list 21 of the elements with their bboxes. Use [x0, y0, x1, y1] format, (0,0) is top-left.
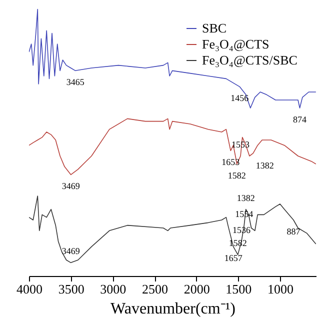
annotation: 3469: [62, 181, 80, 192]
legend-label: Fe₃O₄@CTS: [202, 36, 270, 52]
annotation: 3465: [66, 77, 85, 88]
annotation: 874: [293, 114, 308, 124]
legend-label: SBC: [202, 20, 227, 36]
x-tick-label: 3500: [58, 282, 84, 296]
x-tick-label: 2000: [184, 282, 210, 296]
x-tick-label: 1500: [226, 282, 252, 296]
x-tick-label: 4000: [16, 282, 42, 296]
annotation: 1382: [236, 192, 255, 203]
annotation: 1657: [224, 253, 243, 264]
annotation: 1382: [256, 160, 274, 170]
annotation: 887: [286, 226, 301, 236]
annotation: 1653: [222, 157, 240, 168]
x-tick-label: 2500: [142, 282, 168, 296]
annotation: 1582: [228, 170, 246, 180]
x-axis-title: Wavenumber(cm⁻¹): [110, 300, 236, 318]
x-tick-label: 3000: [100, 282, 126, 296]
x-tick-label: 1000: [268, 282, 294, 296]
legend-label: Fe₃O₄@CTS/SBC: [202, 52, 298, 68]
annotation: 3469: [62, 246, 80, 256]
